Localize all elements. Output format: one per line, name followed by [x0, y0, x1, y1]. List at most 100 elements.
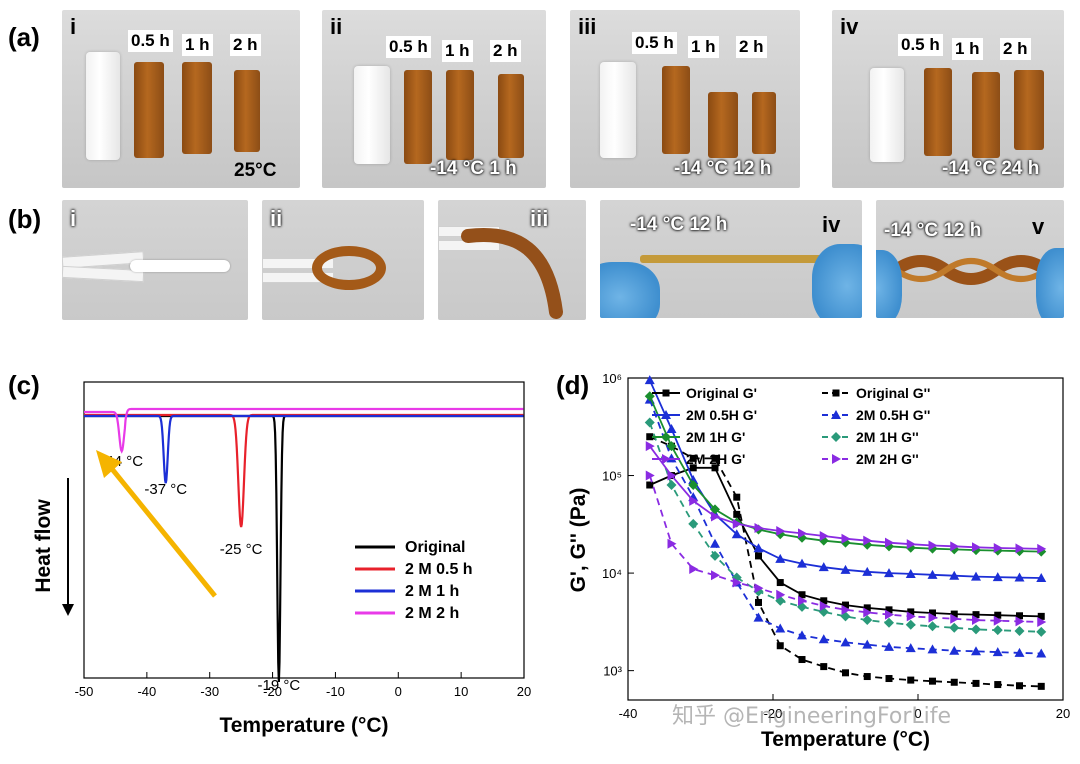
- legend-marker: [832, 389, 840, 397]
- legend-label: Original: [405, 539, 465, 556]
- chart-d-svg: -40 -20 0 20 10³ 10⁴ 10⁵ 10⁶ Temperature (°C) G',…: [567, 371, 1070, 751]
- data-point: [994, 611, 1002, 619]
- photo-a-iii-condition: -14 °C 12 h: [674, 158, 772, 179]
- data-point: [798, 595, 807, 606]
- data-point: [972, 611, 980, 619]
- data-point: [885, 675, 893, 683]
- data-point: [1015, 543, 1025, 554]
- gel-strip-2h: [1014, 70, 1044, 150]
- data-point: [645, 470, 655, 481]
- data-point: [862, 566, 873, 576]
- data-point: [1036, 626, 1047, 637]
- photo-a-iv-roman: iv: [840, 14, 859, 39]
- data-point: [885, 537, 894, 548]
- gel-strip-2h: [498, 74, 524, 158]
- photo-b-ii: ii: [262, 200, 424, 320]
- data-point: [754, 522, 764, 533]
- data-point: [775, 553, 786, 563]
- x-tick-label: -20: [764, 706, 783, 721]
- data-point: [906, 611, 916, 622]
- data-point: [819, 531, 829, 542]
- data-point: [667, 538, 677, 549]
- photo-a-iii: iii 0.5 h 1 h 2 h -14 °C 12 h: [570, 10, 800, 188]
- data-point: [711, 511, 720, 522]
- gel-twisted-strip: [892, 255, 1050, 285]
- data-point: [731, 529, 742, 539]
- data-point: [907, 676, 915, 684]
- legend-marker: [662, 454, 671, 464]
- legend-label: 2M 2H G'': [856, 451, 919, 467]
- glove-left: [876, 250, 902, 318]
- dsc-curve-2: [84, 414, 524, 484]
- time-tag-1h: 1 h: [688, 36, 719, 58]
- data-point: [885, 606, 893, 614]
- x-tick-label: -10: [326, 684, 345, 699]
- series-line-1: [649, 435, 1042, 688]
- data-point: [862, 539, 873, 550]
- photo-b-iii: iii: [438, 200, 586, 320]
- data-point: [688, 518, 699, 529]
- data-point: [820, 663, 828, 671]
- photo-b-v: -14 °C 12 h v: [876, 200, 1064, 318]
- gel-strip-2h: [752, 92, 776, 154]
- data-point: [992, 647, 1003, 657]
- time-tag-0-5h: 0.5 h: [386, 36, 431, 58]
- photo-b-iii-roman: iii: [530, 206, 549, 231]
- data-point: [753, 586, 764, 597]
- watermark: 知乎 @EngineeringForLife: [672, 704, 952, 729]
- data-point: [1014, 572, 1025, 582]
- time-tag-0-5h: 0.5 h: [128, 30, 173, 52]
- gel-strip-original: [130, 260, 230, 272]
- data-point: [884, 617, 894, 628]
- data-point: [711, 464, 719, 472]
- gel-strip-original: [354, 66, 390, 164]
- data-point: [972, 615, 981, 626]
- data-point: [732, 577, 742, 588]
- time-tag-2h: 2 h: [490, 40, 521, 62]
- gel-bent-strip: [461, 228, 563, 319]
- data-point: [776, 589, 786, 600]
- data-point: [646, 481, 654, 489]
- data-point: [644, 417, 655, 428]
- data-point: [950, 610, 958, 618]
- x-tick-label: 20: [517, 684, 531, 699]
- photo-a-iv-condition: -14 °C 24 h: [942, 158, 1040, 179]
- data-point: [644, 391, 655, 402]
- data-point: [884, 568, 894, 578]
- glove-right: [812, 244, 862, 318]
- x-tick-label: -40: [137, 684, 156, 699]
- data-point: [666, 453, 677, 463]
- data-point: [753, 543, 764, 553]
- data-point: [689, 564, 699, 575]
- legend-marker: [831, 432, 841, 442]
- x-tick-label: 10: [454, 684, 468, 699]
- gel-strip-1h: [182, 62, 212, 154]
- heat-flow-arrow-head: [62, 604, 74, 616]
- data-point: [842, 601, 849, 609]
- data-point: [1015, 616, 1025, 627]
- data-point: [863, 673, 871, 681]
- data-point: [840, 637, 851, 647]
- data-point: [840, 564, 851, 574]
- photo-b-i-roman: i: [70, 206, 77, 231]
- photo-a-iv: iv 0.5 h 1 h 2 h -14 °C 24 h: [832, 10, 1064, 188]
- gel-strip-2h: [234, 70, 260, 152]
- legend-label: 2M 1H G': [686, 429, 745, 445]
- photo-b-iv-roman: iv: [822, 212, 841, 237]
- data-point: [775, 623, 786, 633]
- data-point: [929, 677, 936, 685]
- time-tag-0-5h: 0.5 h: [898, 34, 943, 56]
- legend-label: 2 M 2 h: [405, 605, 459, 622]
- data-point: [907, 608, 915, 616]
- trend-arrow-head: [96, 450, 122, 478]
- data-point: [776, 579, 784, 587]
- data-point: [863, 604, 871, 612]
- y-tick-label: 10⁵: [602, 469, 622, 484]
- data-point: [755, 598, 762, 606]
- data-point: [689, 454, 697, 462]
- gel-loop: [312, 246, 386, 290]
- time-tag-2h: 2 h: [1000, 38, 1031, 60]
- data-point: [754, 583, 764, 594]
- gel-strip-1h: [446, 70, 474, 160]
- data-point: [884, 641, 894, 651]
